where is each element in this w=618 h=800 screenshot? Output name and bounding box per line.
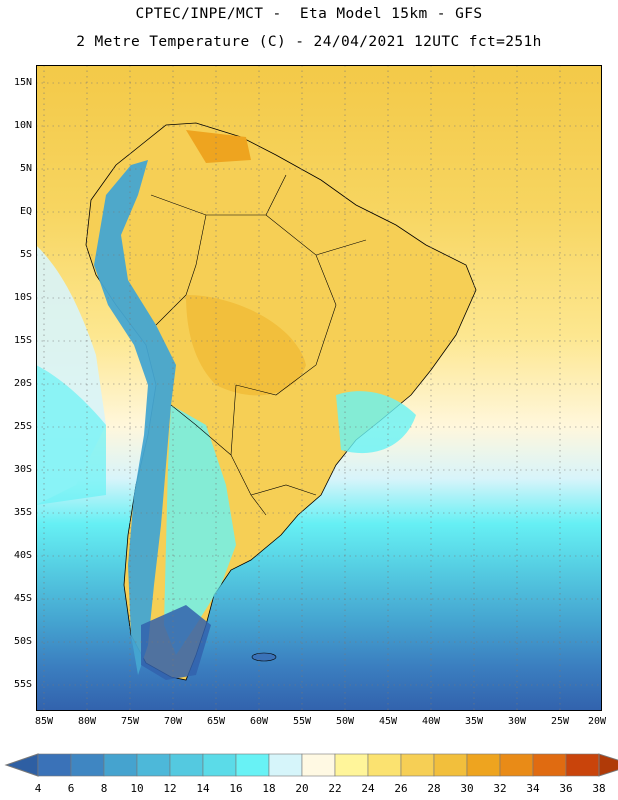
colorbar-swatch [334, 753, 369, 777]
lat-label: 55S [13, 679, 32, 690]
lat-label: 15N [13, 77, 32, 88]
colorbar-swatch [268, 753, 303, 777]
colorbar-label: 26 [394, 782, 408, 795]
lat-label: 15S [13, 335, 32, 346]
lon-label: 80W [77, 716, 97, 727]
colorbar-swatch [367, 753, 402, 777]
colorbar-swatch [136, 753, 171, 777]
lat-label: 50S [13, 636, 32, 647]
colorbar-label: 12 [163, 782, 177, 795]
lon-label: 75W [120, 716, 140, 727]
lon-label: 45W [378, 716, 398, 727]
lon-label: 85W [34, 716, 54, 727]
colorbar-label: 22 [328, 782, 342, 795]
lon-label: 50W [335, 716, 355, 727]
lat-label: 45S [13, 593, 32, 604]
colorbar-high-arrow [598, 753, 618, 777]
colorbar-label: 8 [100, 782, 108, 795]
country-borders [150, 174, 367, 516]
colorbar-swatch [466, 753, 501, 777]
colorbar [4, 753, 618, 777]
colorbar-label: 4 [34, 782, 42, 795]
colorbar-swatch [70, 753, 105, 777]
colorbar-swatch [565, 753, 600, 777]
colorbar-low-arrow [4, 753, 39, 777]
falkland-islands [251, 652, 277, 662]
lon-label: 20W [587, 716, 607, 727]
lon-label: 30W [507, 716, 527, 727]
lat-label: 10S [13, 292, 32, 303]
temperature-map [36, 65, 602, 711]
colorbar-label: 24 [361, 782, 375, 795]
colorbar-label: 14 [196, 782, 210, 795]
colorbar-label: 34 [526, 782, 540, 795]
colorbar-label: 18 [262, 782, 276, 795]
lon-label: 70W [163, 716, 183, 727]
title-line-1: CPTEC/INPE/MCT - Eta Model 15km - GFS [135, 6, 483, 22]
lon-label: 60W [249, 716, 269, 727]
colorbar-swatch [103, 753, 138, 777]
colorbar-swatch [532, 753, 567, 777]
colorbar-swatch [169, 753, 204, 777]
colorbar-label: 38 [592, 782, 606, 795]
colorbar-swatch [235, 753, 270, 777]
colorbar-label: 6 [67, 782, 75, 795]
lon-label: 25W [550, 716, 570, 727]
colorbar-label: 28 [427, 782, 441, 795]
colorbar-swatch [202, 753, 237, 777]
lat-label: 35S [13, 507, 32, 518]
graticule [36, 65, 602, 711]
map-frame [36, 65, 602, 711]
lon-label: 40W [421, 716, 441, 727]
colorbar-swatch [37, 753, 72, 777]
lat-label: 40S [13, 550, 32, 561]
title-line-2: 2 Metre Temperature (C) - 24/04/2021 12U… [76, 34, 542, 50]
colorbar-label: 16 [229, 782, 243, 795]
lat-label: 5S [19, 249, 32, 260]
lon-label: 55W [292, 716, 312, 727]
colorbar-swatch [400, 753, 435, 777]
lat-label: 10N [13, 120, 32, 131]
lat-label: 5N [19, 163, 32, 174]
lon-label: 65W [206, 716, 226, 727]
colorbar-swatch [499, 753, 534, 777]
lat-label: 30S [13, 464, 32, 475]
lon-label: 35W [464, 716, 484, 727]
colorbar-label: 10 [130, 782, 144, 795]
colorbar-label: 32 [493, 782, 507, 795]
colorbar-label: 20 [295, 782, 309, 795]
lat-label: EQ [19, 206, 32, 217]
colorbar-swatch [433, 753, 468, 777]
lat-label: 25S [13, 421, 32, 432]
colorbar-label: 36 [559, 782, 573, 795]
colorbar-swatch [301, 753, 336, 777]
andes-cold-band [94, 160, 176, 675]
colorbar-label: 30 [460, 782, 474, 795]
lat-label: 20S [13, 378, 32, 389]
